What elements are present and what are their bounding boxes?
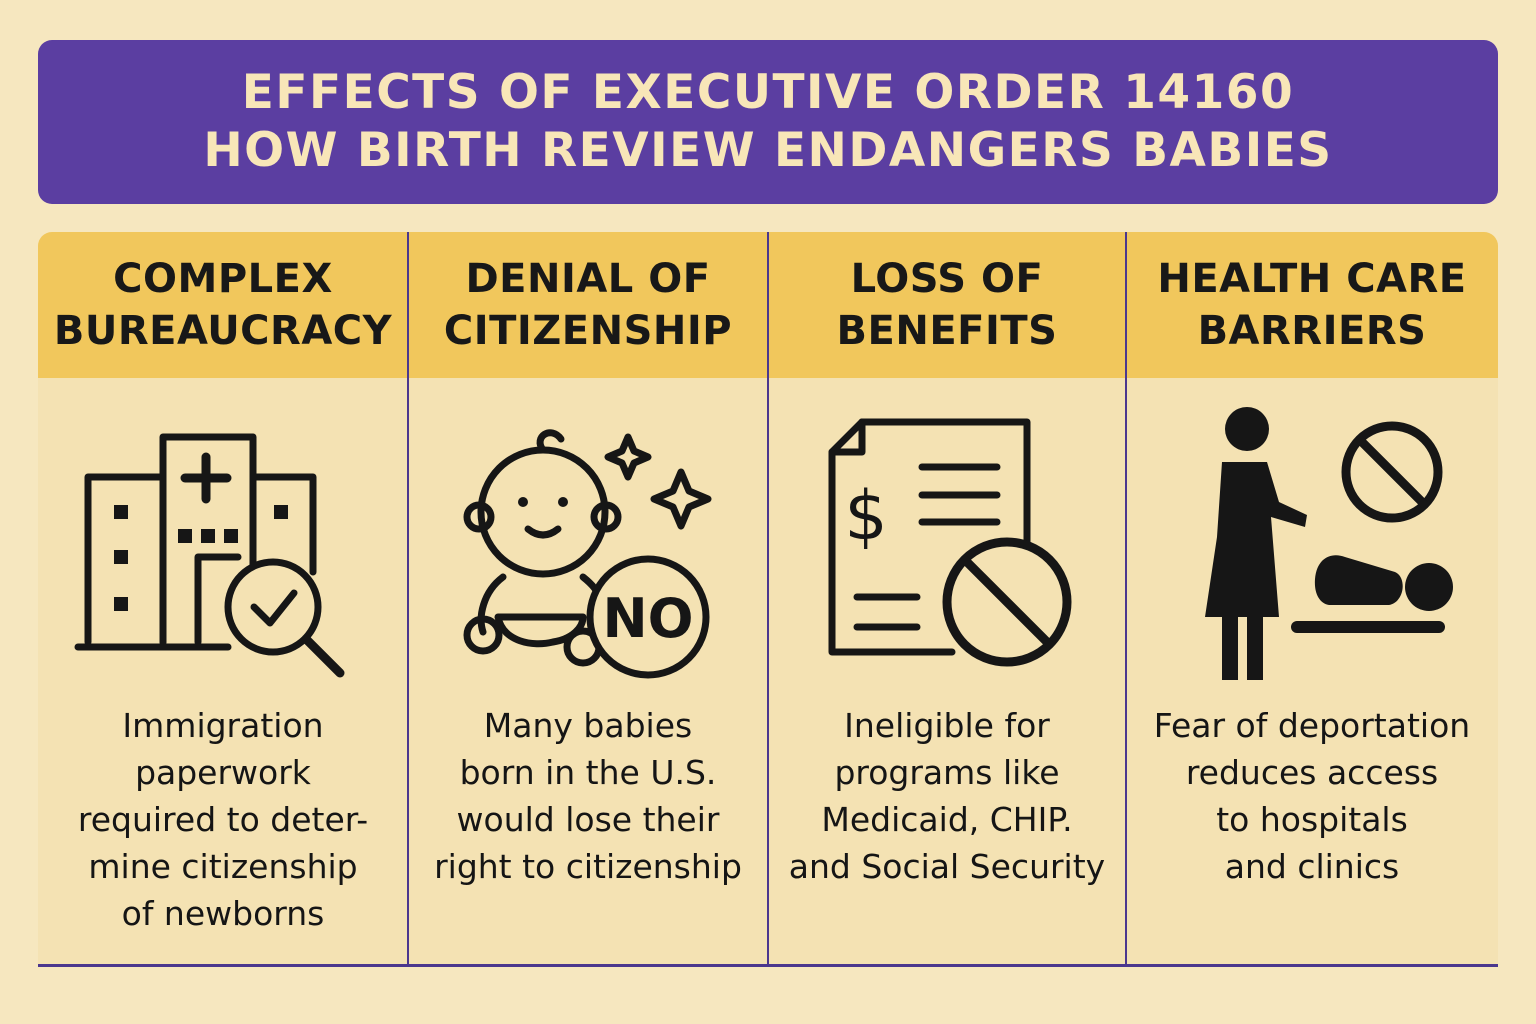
- column-description: Ineligible for programs like Medicaid, C…: [768, 702, 1126, 890]
- no-badge-label: NO: [602, 587, 693, 650]
- effects-panel: COMPLEX BUREAUCRACY: [38, 232, 1498, 966]
- description-line: required to deter-: [77, 800, 369, 839]
- description-line: reduces access: [1185, 753, 1439, 792]
- dollar-sign: $: [844, 477, 887, 556]
- heading-line: COMPLEX: [113, 256, 333, 302]
- description-line: and clinics: [1224, 847, 1400, 886]
- description-line: mine citizenship: [88, 847, 358, 886]
- title-line-1: EFFECTS OF EXECUTIVE ORDER 14160: [241, 65, 1295, 120]
- description-line: programs like: [834, 753, 1060, 792]
- heading-line: BUREAUCRACY: [53, 308, 393, 354]
- description-line: born in the U.S.: [459, 753, 717, 792]
- column-divider: [407, 232, 409, 966]
- heading-line: BENEFITS: [836, 308, 1058, 354]
- title-line-2: HOW BIRTH REVIEW ENDANGERS BABIES: [203, 123, 1333, 178]
- column-denial-of-citizenship: DENIAL OF CITIZENSHIP: [408, 232, 768, 966]
- building-magnifier-check-icon: [38, 402, 408, 692]
- description-line: and Social Security: [788, 847, 1106, 886]
- heading-line: HEALTH CARE: [1157, 256, 1467, 302]
- column-complex-bureaucracy: COMPLEX BUREAUCRACY: [38, 232, 408, 966]
- description-line: would lose their: [456, 800, 720, 839]
- bottom-divider: [38, 964, 1498, 967]
- description-line: paperwork: [135, 753, 311, 792]
- heading-line: BARRIERS: [1197, 308, 1427, 354]
- column-heading: DENIAL OF CITIZENSHIP: [408, 232, 768, 378]
- column-loss-of-benefits: LOSS OF BENEFITS $ Ineligible for progra…: [768, 232, 1126, 966]
- heading-line: DENIAL OF: [465, 256, 711, 302]
- description-line: Medicaid, CHIP.: [821, 800, 1073, 839]
- benefits-document-prohibited-icon: $: [768, 402, 1126, 692]
- column-heading: LOSS OF BENEFITS: [768, 232, 1126, 378]
- description-line: to hospitals: [1216, 800, 1408, 839]
- column-heading: HEALTH CARE BARRIERS: [1126, 232, 1498, 378]
- description-line: Immigration: [122, 706, 324, 745]
- title-banner: EFFECTS OF EXECUTIVE ORDER 14160 HOW BIR…: [38, 40, 1498, 204]
- description-line: Fear of deportation: [1153, 706, 1471, 745]
- description-line: Ineligible for: [844, 706, 1050, 745]
- column-heading: COMPLEX BUREAUCRACY: [38, 232, 408, 378]
- column-health-care-barriers: HEALTH CARE BARRIERS Fear of deportation: [1126, 232, 1498, 966]
- heading-line: CITIZENSHIP: [443, 308, 733, 354]
- column-description: Fear of deportation reduces access to ho…: [1126, 702, 1498, 890]
- column-divider: [1125, 232, 1127, 966]
- description-line: right to citizenship: [434, 847, 742, 886]
- column-description: Many babies born in the U.S. would lose …: [408, 702, 768, 890]
- parent-baby-prohibited-icon: [1126, 402, 1498, 692]
- column-divider: [767, 232, 769, 966]
- baby-no-icon: NO: [408, 402, 768, 692]
- heading-line: LOSS OF: [850, 256, 1044, 302]
- column-description: Immigration paperwork required to deter-…: [38, 702, 408, 937]
- description-line: of newborns: [121, 894, 325, 933]
- description-line: Many babies: [483, 706, 693, 745]
